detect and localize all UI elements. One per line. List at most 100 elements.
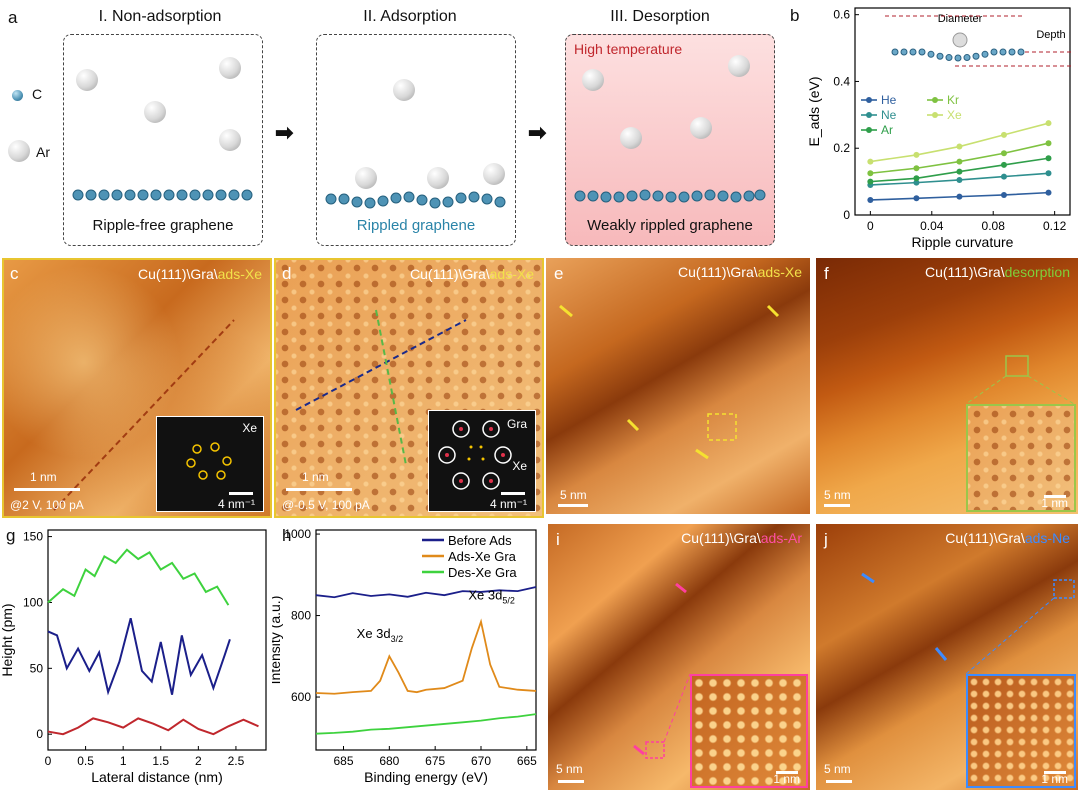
carbon-atom-legend-icon [12, 90, 23, 101]
data-point [1000, 150, 1007, 157]
inset-gra-label: Gra [506, 417, 527, 431]
y-tick-label: 600 [291, 690, 311, 704]
data-point [1045, 120, 1052, 127]
panel-i-label: i [556, 530, 560, 549]
y-tick-label: 0 [843, 208, 850, 222]
panel-f-title: Cu(111)\Gra\desorption [925, 264, 1070, 280]
panel-g-label: g [6, 526, 16, 545]
scale-bar [826, 780, 852, 783]
x-tick-label: 0.5 [77, 754, 94, 768]
x-axis-label: Binding energy (eV) [364, 769, 488, 785]
title-highlight: ads-Ne [1024, 530, 1070, 546]
stm-panel-j: j Cu(111)\Gra\ads-Ne 1 nm 5 nm [816, 524, 1078, 790]
panel-h-label: h [282, 526, 292, 545]
inset-scale-bar [1044, 495, 1066, 498]
inset-scale-text: 1 nm [1041, 772, 1068, 786]
panel-i-title: Cu(111)\Gra\ads-Ar [681, 530, 802, 546]
inset-carbon-atom [999, 48, 1007, 56]
title-prefix: Cu(111)\Gra\ [678, 264, 758, 280]
plot-frame [854, 7, 1071, 216]
data-point [956, 193, 963, 200]
x-tick-label: 0.04 [920, 219, 944, 233]
scale-bar [558, 780, 584, 783]
inset-carbon-atom [918, 48, 926, 56]
title-highlight: desorption [1004, 264, 1070, 280]
chart-h-xps-spectra: 685 680 675 670 665 600 800 1000 Binding energy … [272, 527, 537, 785]
ar-atom [219, 57, 241, 79]
chart-b-adsorption-energy: 0 0.04 0.08 0.12 0 0.2 0.4 0.6 Ripple curvature E… [806, 7, 1073, 250]
y-tick-label: 0 [36, 727, 43, 741]
y-axis-label: Height (pm) [0, 603, 15, 676]
legend-marker [866, 97, 872, 103]
stage2-caption: Rippled graphene [356, 217, 476, 234]
y-tick-label: 0.4 [833, 74, 850, 88]
inset-carbon-atom [909, 48, 917, 56]
ar-atom [144, 101, 166, 123]
annotation-overlay [559, 304, 780, 460]
stage3-caption: Weakly rippled graphene [587, 217, 753, 234]
panel-f-label: f [824, 264, 829, 283]
title-prefix: Cu(111)\Gra\ [924, 264, 1005, 280]
x-axis-label: Lateral distance (nm) [91, 769, 223, 785]
profile-line [47, 548, 230, 606]
title-prefix: Cu(111)\Gra\ [945, 530, 1025, 546]
stage1-title: I. Non-adsorption [98, 8, 222, 25]
data-point [1045, 189, 1052, 196]
ar-atom [355, 167, 377, 189]
ar-atom [427, 167, 449, 189]
legend-c-label: C [32, 86, 43, 102]
inset-carbon-atom [891, 48, 899, 56]
title-prefix: Cu(111)\Gra\ [138, 266, 218, 282]
scale-text: 5 nm [560, 488, 587, 502]
x-tick-label: 0 [45, 754, 52, 768]
scale-bar [558, 504, 588, 507]
panel-d-label: d [282, 264, 292, 283]
inset-depth-label: Depth [1036, 29, 1065, 41]
lattice-inset: 1 nm [966, 404, 1076, 512]
inset-carbon-atom [927, 50, 935, 58]
stm-panel-e: e Cu(111)\Gra\ads-Xe 5 nm [546, 258, 810, 514]
stage2-box: Rippled graphene [316, 34, 516, 246]
annotation-overlay [861, 572, 1075, 675]
inset-scale-text: 4 nm⁻¹ [217, 497, 255, 511]
data-point [1000, 191, 1007, 198]
y-tick-label: 100 [23, 595, 43, 609]
scale-bar [824, 504, 850, 507]
inset-carbon-atom [936, 52, 944, 60]
inset-scale-bar [229, 492, 253, 495]
stage1-caption: Ripple-free graphene [92, 217, 234, 234]
data-point [1045, 155, 1052, 162]
data-point [867, 158, 874, 165]
ar-atom [76, 69, 98, 91]
title-prefix: Cu(111)\Gra\ [410, 266, 490, 282]
data-point [1000, 131, 1007, 138]
legend-label: He [881, 93, 897, 107]
data-point [1000, 161, 1007, 168]
x-tick-label: 1 [120, 754, 127, 768]
data-point [913, 195, 920, 202]
data-point [913, 165, 920, 172]
peak-label-3d32: Xe 3d3/2 [357, 626, 403, 644]
inset-scale-bar [776, 771, 798, 774]
legend-marker [932, 112, 938, 118]
fft-spots [186, 442, 232, 480]
inset-scale-text: 1 nm [773, 772, 800, 786]
x-axis-label: Ripple curvature [912, 234, 1014, 250]
inset-scale-text: 1 nm [1041, 496, 1068, 510]
panel-j-label: j [824, 530, 828, 549]
flat-graphene-sheet [72, 189, 253, 201]
inset-carbon-atom [990, 48, 998, 56]
y-tick-label: 150 [23, 530, 43, 544]
title-highlight: ads-Ar [760, 530, 802, 546]
data-point [956, 176, 963, 183]
legend-label: Before Ads [448, 533, 512, 548]
inset-carbon-atom [981, 50, 989, 58]
ar-atom [219, 129, 241, 151]
y-axis-label: Intensity (a.u.) [272, 596, 283, 685]
y-tick-label: 800 [291, 609, 311, 623]
title-highlight: ads-Xe [217, 266, 262, 282]
x-tick-label: 675 [425, 754, 445, 768]
right-arrow-icon: ➡ [275, 120, 294, 145]
scale-text: 1 nm [30, 470, 57, 484]
bias-condition: @-0.5 V, 100 pA [282, 498, 370, 512]
